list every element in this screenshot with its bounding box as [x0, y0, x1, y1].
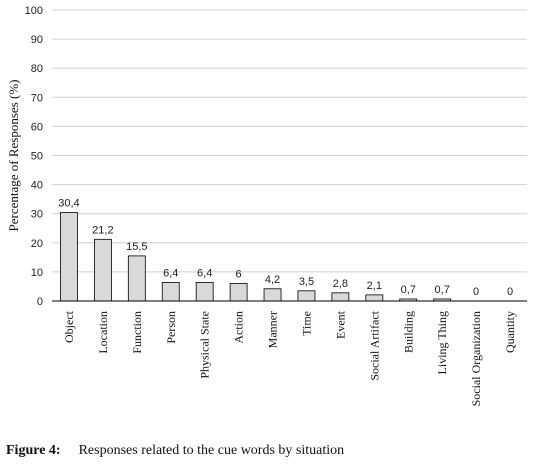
- x-category-label: Object: [62, 310, 76, 343]
- bar: [365, 294, 384, 302]
- x-category-label: Action: [232, 311, 246, 344]
- x-category-label: Event: [333, 310, 347, 339]
- bar: [60, 212, 78, 302]
- data-label: 2,1: [367, 280, 382, 292]
- data-label: 30,4: [58, 198, 79, 210]
- y-tick-label: 10: [31, 267, 43, 279]
- data-label: 2,8: [333, 278, 348, 290]
- data-label: 3,5: [299, 276, 314, 288]
- x-category-label: Social Artifact: [367, 310, 381, 380]
- x-category-label: Physical State: [198, 311, 212, 379]
- bar: [161, 281, 180, 302]
- y-axis-title: Percentage of Responses (%): [6, 80, 21, 232]
- x-category-label: Function: [130, 311, 144, 354]
- x-category-label: Quantity: [503, 311, 517, 353]
- bar: [263, 288, 282, 302]
- y-tick-label: 60: [31, 121, 43, 133]
- y-tick-label: 0: [37, 296, 43, 308]
- data-labels: 30,4 21,2 15,5 6,4 6,4 6 4,2 3,5 2,8 2,1 0,7 0,7 0 0: [58, 198, 513, 298]
- x-category-label: Social Organization: [469, 311, 483, 406]
- y-tick-label: 40: [31, 180, 43, 192]
- data-label: 6,4: [163, 267, 178, 279]
- x-category-label: Living Thing: [435, 311, 449, 374]
- data-label: 21,2: [92, 224, 113, 236]
- y-tick-label: 20: [31, 238, 43, 250]
- data-label: 0: [473, 286, 479, 298]
- data-label: 0,7: [435, 284, 450, 296]
- x-category-label: Building: [401, 311, 415, 353]
- x-category-label: Manner: [266, 311, 280, 348]
- bar: [229, 283, 248, 302]
- y-tick-label: 80: [31, 63, 43, 75]
- gridlines: [52, 9, 527, 302]
- figure-caption: Figure 4: Responses related to the cue wo…: [6, 443, 344, 459]
- y-tick-label: 100: [25, 5, 43, 17]
- data-label: 0,7: [401, 284, 416, 296]
- y-tick-label: 70: [31, 92, 43, 104]
- figure-label: Figure 4:: [6, 443, 61, 458]
- y-tick-label: 90: [31, 34, 43, 46]
- y-tick-label: 50: [31, 151, 43, 163]
- x-category-label: Location: [96, 311, 110, 354]
- bar: [127, 255, 146, 302]
- bar: [93, 238, 112, 302]
- y-axis-ticks: 0 10 20 30 40 50 60 70 80 90 100: [25, 5, 43, 308]
- data-label: 6: [236, 269, 242, 281]
- caption-text: Responses related to the cue words by si…: [78, 443, 345, 458]
- data-label: 6,4: [197, 267, 212, 279]
- x-axis-category-labels: Object Location Function Person Physical Sta…: [62, 310, 517, 406]
- data-label: 4,2: [265, 274, 280, 286]
- data-label: 0: [507, 286, 513, 298]
- bar: [331, 292, 350, 302]
- bar: [297, 290, 316, 302]
- y-tick-label: 30: [31, 209, 43, 221]
- bar: [195, 281, 214, 302]
- data-label: 15,5: [126, 241, 147, 253]
- bars: [60, 212, 452, 302]
- x-category-label: Time: [299, 311, 313, 336]
- x-category-label: Person: [164, 311, 178, 344]
